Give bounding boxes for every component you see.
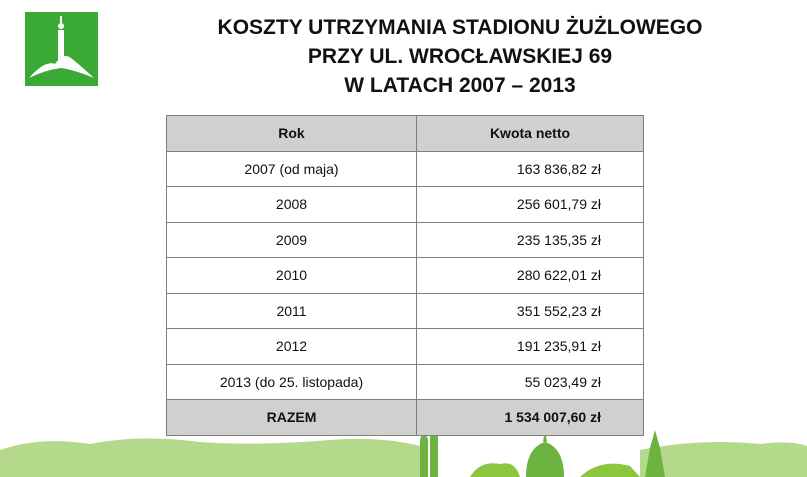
year-cell: 2010 <box>166 257 417 294</box>
year-cell: 2007 (od maja) <box>166 150 417 187</box>
amount-cell: 256 601,79 zł <box>416 186 644 223</box>
amount-cell: 163 836,82 zł <box>416 150 644 187</box>
table-row: 2011 351 552,23 zł <box>166 292 644 329</box>
column-header: Rok <box>166 115 417 152</box>
skyline <box>0 418 807 477</box>
table-row: 2008 256 601,79 zł <box>166 186 644 223</box>
title-line: W LATACH 2007 – 2013 <box>344 74 576 97</box>
table-row: 2012 191 235,91 zł <box>166 328 644 365</box>
amount-cell: 351 552,23 zł <box>416 292 644 329</box>
year-cell: 2012 <box>166 328 417 365</box>
amount-cell: 191 235,91 zł <box>416 328 644 365</box>
amount-cell: 1 534 007,60 zł <box>416 399 644 436</box>
logo <box>25 12 98 86</box>
total-row: RAZEM 1 534 007,60 zł <box>166 399 644 436</box>
cost-table: Rok Kwota netto 2007 (od maja) 163 836,82… <box>166 115 644 436</box>
year-cell: 2009 <box>166 221 417 258</box>
table-row: 2007 (od maja) 163 836,82 zł <box>166 150 644 187</box>
column-header: Kwota netto <box>416 115 644 152</box>
year-cell: RAZEM <box>166 399 417 436</box>
title-line: PRZY UL. WROCŁAWSKIEJ 69 <box>307 45 613 68</box>
amount-cell: 55 023,49 zł <box>416 363 644 400</box>
amount-cell: 280 622,01 zł <box>416 257 644 294</box>
table-row: 2010 280 622,01 zł <box>166 257 644 294</box>
year-cell: 2013 (do 25. listopada) <box>166 363 417 400</box>
year-cell: 2008 <box>166 186 417 223</box>
table-row: 2009 235 135,35 zł <box>166 221 644 258</box>
year-cell: 2011 <box>166 292 417 329</box>
amount-cell: 235 135,35 zł <box>416 221 644 258</box>
table-row: 2013 (do 25. listopada) 55 023,49 zł <box>166 363 644 400</box>
title-line: KOSZTY UTRZYMANIA STADIONU ŻUŻLOWEGO <box>217 16 703 39</box>
